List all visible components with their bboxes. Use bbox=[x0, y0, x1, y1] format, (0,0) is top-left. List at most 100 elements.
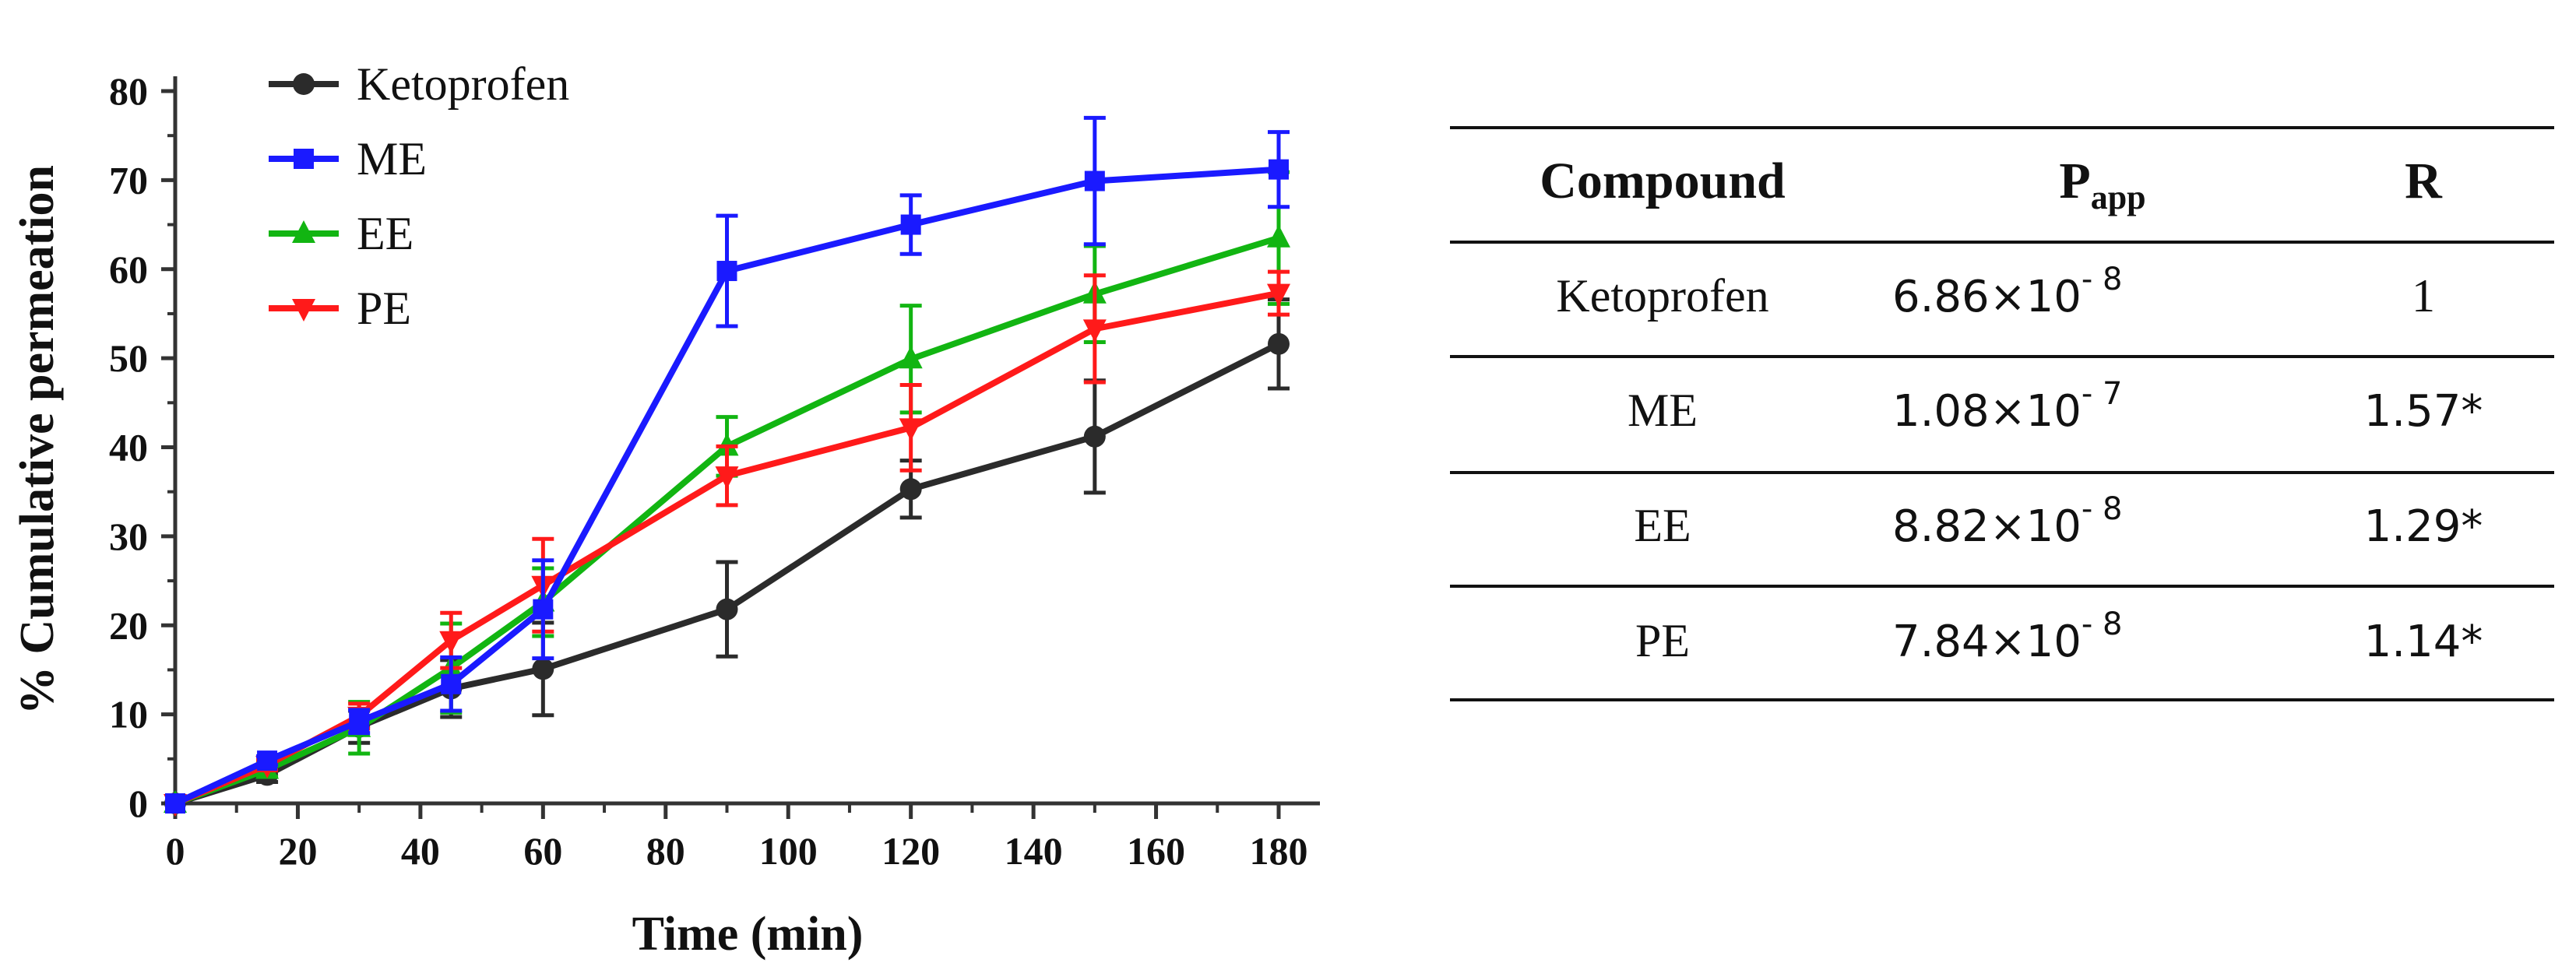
data-point bbox=[1267, 224, 1290, 248]
papp-base: 10 bbox=[2026, 386, 2082, 437]
data-point bbox=[716, 598, 738, 620]
x-tick-label: 20 bbox=[278, 829, 317, 873]
cell-papp: 6.86×10- 8 bbox=[1892, 262, 2122, 322]
data-point bbox=[899, 346, 923, 369]
permeability-table: Compound Papp R bbox=[1450, 126, 2554, 701]
x-tick-label: 60 bbox=[523, 829, 562, 873]
y-tick-label: 20 bbox=[109, 603, 148, 647]
legend-item: Ketoprofen bbox=[269, 58, 569, 110]
papp-base: 10 bbox=[2026, 272, 2082, 322]
papp-mantissa: 1.08 bbox=[1892, 386, 1990, 437]
papp-times: × bbox=[1990, 272, 2026, 322]
legend-marker bbox=[293, 73, 315, 95]
x-tick-label: 120 bbox=[882, 829, 940, 873]
papp-exponent: - 8 bbox=[2082, 262, 2123, 297]
data-point bbox=[1268, 332, 1290, 355]
table-row: Ketoprofen 6.86×10- 8 1 bbox=[1556, 262, 2435, 322]
papp-mantissa: 8.82 bbox=[1892, 501, 1990, 552]
x-axis-ticks: 0 20 40 60 80 100 120 140 160 180 bbox=[166, 803, 1308, 873]
y-axis-title: % Cumulative permeation bbox=[11, 165, 64, 715]
papp-mantissa: 7.84 bbox=[1892, 617, 1990, 667]
cell-compound: Ketoprofen bbox=[1556, 270, 1768, 322]
y-tick-label: 0 bbox=[128, 782, 148, 825]
y-tick-label: 80 bbox=[109, 69, 148, 113]
papp-base: 10 bbox=[2026, 501, 2082, 552]
header-papp: Papp bbox=[2059, 153, 2145, 216]
x-tick-label: 0 bbox=[166, 829, 185, 873]
series-layer bbox=[164, 115, 1290, 817]
data-point bbox=[1084, 170, 1105, 192]
series-me bbox=[165, 115, 1290, 814]
data-point bbox=[715, 466, 739, 490]
cell-compound: EE bbox=[1634, 500, 1691, 551]
cell-r: 1 bbox=[2412, 270, 2435, 322]
cell-compound: PE bbox=[1635, 615, 1690, 666]
data-point bbox=[441, 673, 462, 694]
papp-times: × bbox=[1990, 617, 2026, 667]
y-tick-label: 50 bbox=[109, 336, 148, 380]
table-row: EE 8.82×10- 8 1.29* bbox=[1634, 491, 2483, 552]
legend-label: EE bbox=[357, 208, 413, 259]
data-point bbox=[899, 478, 922, 501]
legend-label: ME bbox=[357, 133, 427, 185]
table-row: ME 1.08×10- 7 1.57* bbox=[1628, 376, 2483, 437]
y-tick-label: 30 bbox=[109, 515, 148, 558]
papp-exponent: - 8 bbox=[2082, 606, 2123, 642]
data-point bbox=[533, 599, 554, 620]
legend-item: EE bbox=[269, 208, 413, 259]
cell-papp: 7.84×10- 8 bbox=[1892, 606, 2122, 667]
cell-papp: 8.82×10- 8 bbox=[1892, 491, 2122, 552]
cell-r: 1.29* bbox=[2364, 501, 2483, 552]
data-point bbox=[1082, 319, 1107, 343]
table-row: PE 7.84×10- 8 1.14* bbox=[1635, 606, 2483, 667]
data-point bbox=[900, 214, 921, 235]
header-compound: Compound bbox=[1540, 153, 1785, 209]
data-point bbox=[1269, 159, 1289, 180]
legend: Ketoprofen ME EE PE bbox=[269, 58, 569, 334]
y-axis-ticks: 0 10 20 30 40 50 60 70 80 bbox=[109, 69, 175, 825]
cell-r: 1.14* bbox=[2364, 617, 2483, 667]
y-tick-label: 10 bbox=[109, 693, 148, 736]
table-body: Ketoprofen 6.86×10- 8 1ME 1.08×10- 7 1.57*EE… bbox=[1556, 262, 2483, 667]
x-tick-label: 160 bbox=[1127, 829, 1185, 873]
legend-item: ME bbox=[269, 133, 427, 185]
x-tick-label: 100 bbox=[759, 829, 818, 873]
legend-marker bbox=[294, 149, 314, 169]
data-point bbox=[257, 750, 278, 771]
data-point bbox=[532, 658, 554, 680]
cell-r: 1.57* bbox=[2364, 386, 2483, 437]
cell-compound: ME bbox=[1628, 385, 1698, 436]
papp-times: × bbox=[1990, 501, 2026, 552]
x-tick-label: 40 bbox=[401, 829, 440, 873]
data-point bbox=[439, 631, 463, 654]
header-r: R bbox=[2405, 153, 2443, 209]
data-point bbox=[349, 711, 370, 732]
data-point bbox=[716, 261, 737, 282]
papp-times: × bbox=[1990, 386, 2026, 437]
chart-axes bbox=[173, 76, 1320, 806]
x-tick-label: 140 bbox=[1005, 829, 1063, 873]
legend-item: PE bbox=[269, 283, 411, 334]
data-point bbox=[1083, 425, 1106, 448]
data-point bbox=[899, 418, 923, 441]
header-papp-sub: app bbox=[2091, 178, 2146, 216]
papp-exponent: - 7 bbox=[2082, 376, 2123, 412]
papp-base: 10 bbox=[2026, 617, 2082, 667]
y-tick-label: 40 bbox=[109, 426, 148, 469]
legend-label: Ketoprofen bbox=[357, 58, 569, 110]
x-tick-label: 80 bbox=[646, 829, 685, 873]
papp-mantissa: 6.86 bbox=[1892, 272, 1990, 322]
header-papp-main: P bbox=[2059, 153, 2090, 209]
data-point bbox=[165, 793, 185, 814]
x-tick-label: 180 bbox=[1250, 829, 1308, 873]
legend-marker bbox=[292, 220, 315, 243]
legend-label: PE bbox=[357, 283, 411, 334]
legend-marker bbox=[292, 299, 315, 322]
y-tick-label: 60 bbox=[109, 248, 148, 291]
cell-papp: 1.08×10- 7 bbox=[1892, 376, 2122, 437]
x-axis-title: Time (min) bbox=[632, 908, 864, 961]
data-point bbox=[1267, 283, 1290, 307]
y-tick-label: 70 bbox=[109, 158, 148, 202]
papp-exponent: - 8 bbox=[2082, 491, 2123, 527]
